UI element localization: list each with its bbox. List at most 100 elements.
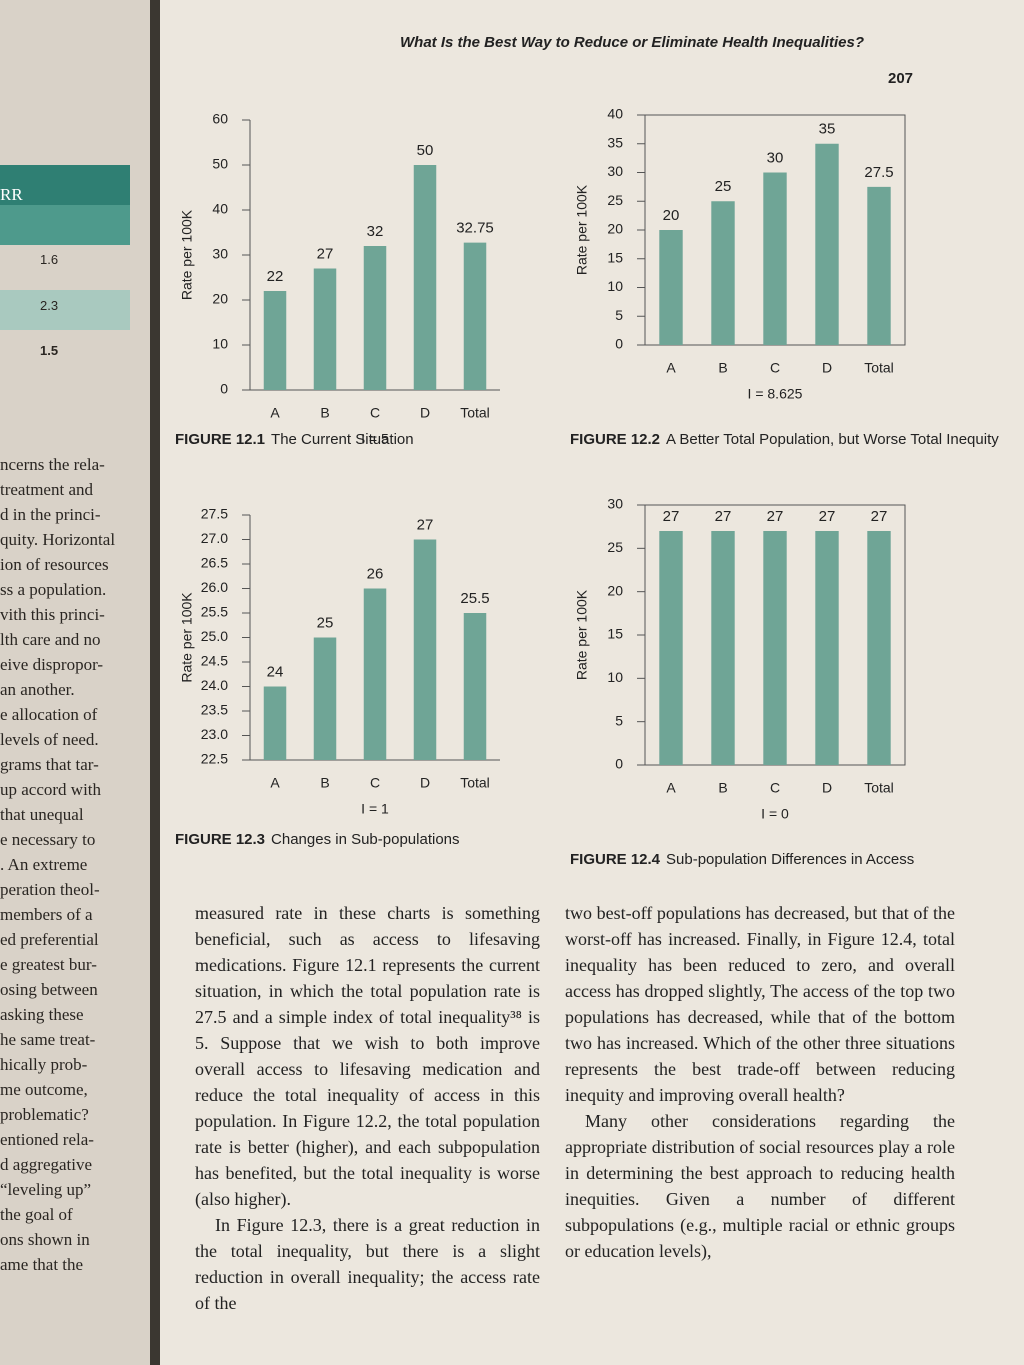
text-line: treatment and (0, 480, 93, 499)
y-tick-label: 10 (607, 669, 623, 685)
x-tick-label: Total (864, 360, 894, 376)
value-label: 20 (663, 207, 680, 224)
chart-title: Sub-population Differences in Access (666, 851, 914, 868)
text-line: ame that the (0, 1255, 84, 1274)
left-column: measured rate in these charts is somethi… (195, 900, 540, 1316)
text-line: quity. Horizontal (0, 530, 116, 549)
bar (659, 230, 683, 345)
y-tick-label: 26.5 (201, 555, 228, 571)
figure-label: FIGURE 12.1 (175, 431, 265, 448)
right-column: two best-off populations has decreased, … (565, 900, 955, 1264)
bar (763, 531, 787, 765)
text-line: d in the princi- (0, 505, 101, 524)
paragraph: measured rate in these charts is somethi… (195, 903, 540, 1209)
table-text: RR (0, 185, 23, 204)
y-tick-label: 0 (615, 756, 623, 772)
text-line: an another. (0, 680, 75, 699)
bar (363, 246, 387, 390)
bar (711, 201, 735, 345)
value-label: 24 (267, 663, 284, 680)
bar (413, 539, 437, 760)
bar (867, 186, 891, 345)
y-tick-label: 60 (212, 111, 228, 127)
y-tick-label: 15 (607, 626, 623, 642)
bar (463, 242, 487, 390)
y-tick-label: 24.0 (201, 677, 228, 693)
x-tick-label: D (822, 360, 832, 376)
figure-label: FIGURE 12.2 (570, 431, 660, 448)
table-text: 1.6 (40, 252, 59, 267)
text-line: up accord with (0, 780, 102, 799)
bar (763, 172, 787, 345)
y-axis-label: Rate per 100K (574, 589, 590, 680)
text-line: . An extreme (0, 855, 88, 874)
y-axis-label: Rate per 100K (179, 209, 195, 300)
table-band (0, 205, 130, 245)
y-tick-label: 0 (615, 336, 623, 352)
x-tick-label: A (666, 360, 676, 376)
y-tick-label: 25 (607, 192, 623, 208)
y-tick-label: 25 (607, 539, 623, 555)
chart-subtitle: I = 0 (761, 806, 789, 822)
y-tick-label: 27.0 (201, 530, 228, 546)
value-label: 27 (417, 516, 434, 533)
text-line: “leveling up” (0, 1180, 92, 1199)
bar (263, 291, 287, 390)
y-axis-label: Rate per 100K (574, 184, 590, 275)
bar (815, 531, 839, 765)
table-band (0, 290, 130, 330)
paragraph: two best-off populations has decreased, … (565, 903, 955, 1105)
x-tick-label: C (770, 360, 780, 376)
value-label: 22 (267, 268, 284, 285)
y-tick-label: 10 (607, 278, 623, 294)
y-tick-label: 23.0 (201, 726, 228, 742)
bar (711, 531, 735, 765)
text-line: vith this princi- (0, 605, 105, 624)
table-text: 1.5 (40, 343, 59, 358)
y-axis-label: Rate per 100K (179, 592, 195, 683)
value-label: 27 (715, 508, 732, 525)
chart-subtitle: I = 1 (361, 801, 389, 817)
chart-title: A Better Total Population, but Worse Tot… (666, 431, 999, 448)
chart-caption: FIGURE 12.1 The Current Situation (175, 431, 414, 448)
text-line: grams that tar- (0, 755, 99, 774)
text-line: asking these (0, 1005, 84, 1024)
y-tick-label: 35 (607, 134, 623, 150)
y-tick-label: 40 (607, 106, 623, 122)
y-tick-label: 10 (212, 336, 228, 352)
y-tick-label: 5 (615, 307, 623, 323)
text-line: d aggregative (0, 1155, 93, 1174)
text-line: ncerns the rela- (0, 455, 105, 474)
bar (463, 613, 487, 760)
text-line: me outcome, (0, 1080, 88, 1099)
text-line: ed preferential (0, 930, 99, 949)
y-tick-label: 5 (615, 712, 623, 728)
y-tick-label: 40 (212, 201, 228, 217)
y-tick-label: 15 (607, 249, 623, 265)
x-tick-label: Total (460, 775, 490, 791)
y-tick-label: 0 (220, 381, 228, 397)
x-tick-label: A (666, 780, 676, 796)
x-tick-label: C (370, 405, 380, 421)
x-tick-label: A (270, 405, 280, 421)
x-tick-label: Total (460, 405, 490, 421)
paragraph: In Figure 12.3, there is a great reducti… (195, 1215, 540, 1313)
chart-caption: FIGURE 12.4 Sub-population Differences in… (570, 851, 914, 868)
x-tick-label: Total (864, 780, 894, 796)
running-header: What Is the Best Way to Reduce or Elimin… (400, 34, 864, 51)
bar (815, 143, 839, 345)
text-line: ons shown in (0, 1230, 90, 1249)
value-label: 30 (767, 149, 784, 166)
text-line: hically prob- (0, 1055, 88, 1074)
table-text: 2.3 (40, 298, 59, 313)
left-page: RR 1.6 2.3 1.5 ncerns the rela-treatment… (0, 0, 150, 1365)
text-line: peration theol- (0, 880, 100, 899)
value-label: 26 (367, 565, 384, 582)
text-line: he same treat- (0, 1030, 96, 1049)
x-tick-label: C (770, 780, 780, 796)
chart-subtitle: I = 8.625 (748, 386, 803, 402)
chart-title: Changes in Sub-populations (271, 831, 459, 848)
bar (867, 531, 891, 765)
